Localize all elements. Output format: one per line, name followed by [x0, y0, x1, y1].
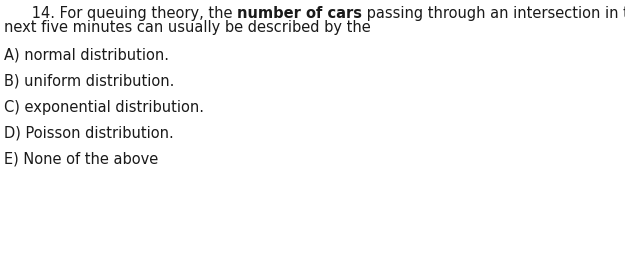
Text: next five minutes can usually be described by the: next five minutes can usually be describ…	[4, 20, 371, 35]
Text: number of cars: number of cars	[237, 6, 362, 21]
Text: C) exponential distribution.: C) exponential distribution.	[4, 100, 204, 115]
Text: A) normal distribution.: A) normal distribution.	[4, 48, 169, 63]
Text: D) Poisson distribution.: D) Poisson distribution.	[4, 126, 174, 141]
Text: E) None of the above: E) None of the above	[4, 152, 158, 167]
Text: 14. For queuing theory, the: 14. For queuing theory, the	[4, 6, 237, 21]
Text: passing through an intersection in the: passing through an intersection in the	[362, 6, 625, 21]
Text: B) uniform distribution.: B) uniform distribution.	[4, 74, 174, 89]
